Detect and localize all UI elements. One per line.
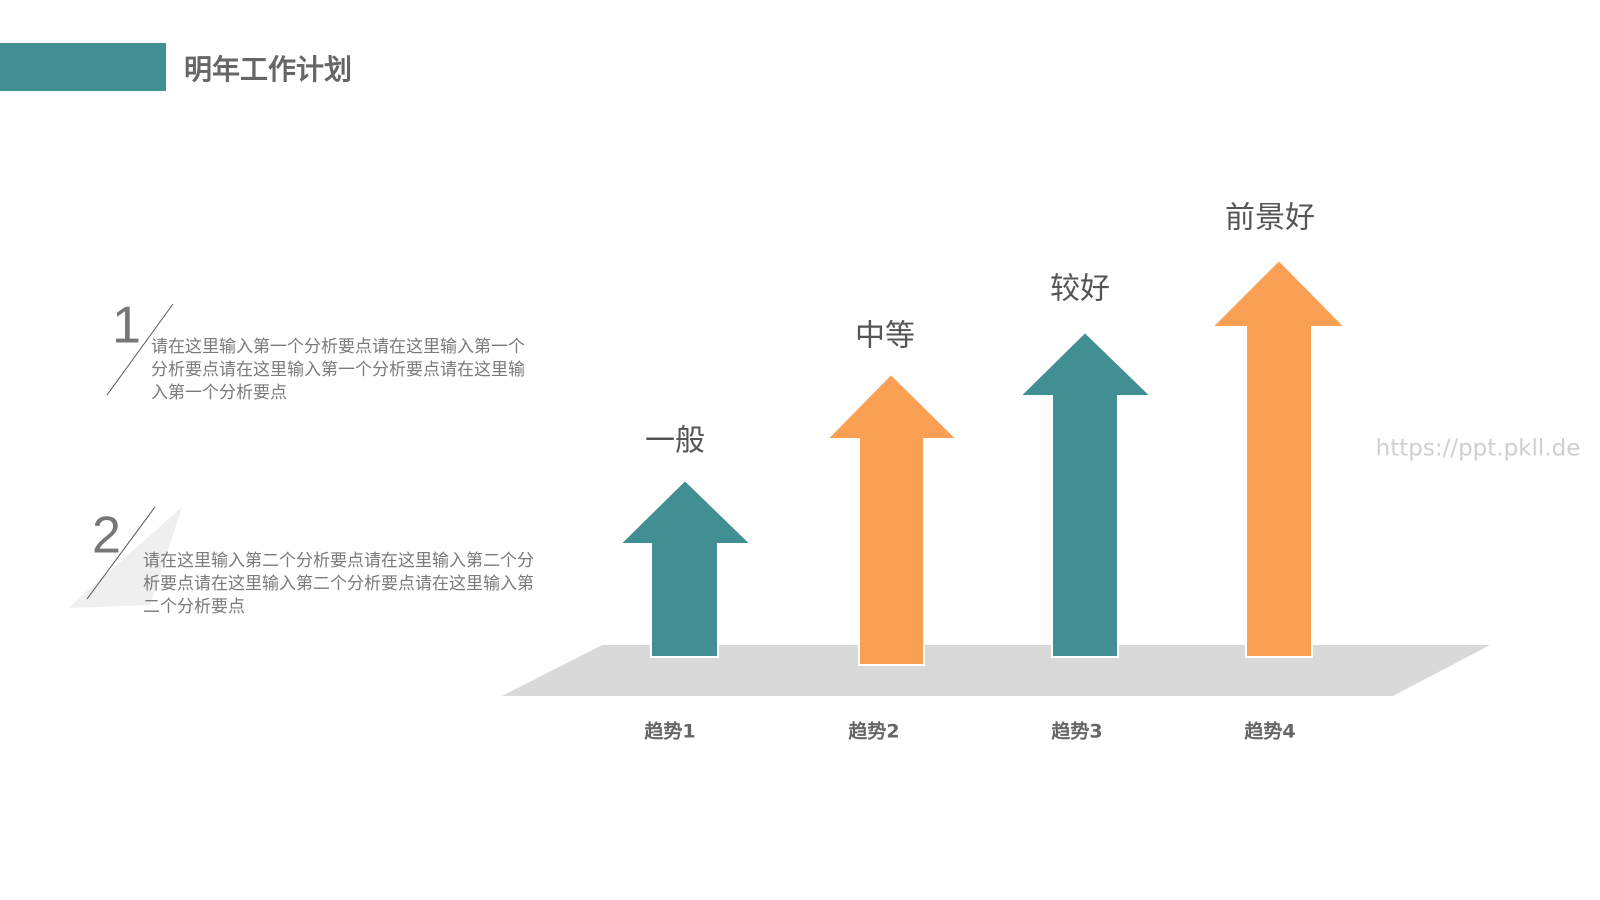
platform <box>502 645 1490 696</box>
arrow-label: 中等 <box>855 319 915 354</box>
point-text: 请在这里输入第二个分析要点请在这里输入第二个分 <box>143 551 534 571</box>
watermark: https://ppt.pkll.de <box>1376 436 1581 462</box>
divider <box>106 303 174 396</box>
category-label: 趋势2 <box>848 720 899 743</box>
slide-title: 明年工作计划 <box>184 53 352 86</box>
point-text: 二个分析要点 <box>143 597 245 617</box>
arrow-label: 前景好 <box>1225 201 1315 236</box>
category-label: 趋势4 <box>1244 720 1295 743</box>
category-label: 趋势3 <box>1051 720 1102 743</box>
point-text: 请在这里输入第一个分析要点请在这里输入第一个 <box>151 337 525 357</box>
arrow <box>1209 258 1348 658</box>
header-bar <box>0 43 166 91</box>
point-text: 入第一个分析要点 <box>151 383 287 403</box>
divider <box>86 506 156 600</box>
decoration <box>68 507 182 608</box>
point-text: 析要点请在这里输入第二个分析要点请在这里输入第 <box>143 574 534 594</box>
arrow <box>617 478 754 658</box>
arrow <box>824 372 960 666</box>
arrow-label: 一般 <box>645 424 705 459</box>
point-text: 分析要点请在这里输入第一个分析要点请在这里输 <box>151 360 525 380</box>
category-label: 趋势1 <box>644 720 695 743</box>
arrow <box>1017 330 1154 658</box>
point-number: 1 <box>112 297 141 355</box>
arrow-label: 较好 <box>1050 272 1110 307</box>
point-number: 2 <box>92 507 121 565</box>
